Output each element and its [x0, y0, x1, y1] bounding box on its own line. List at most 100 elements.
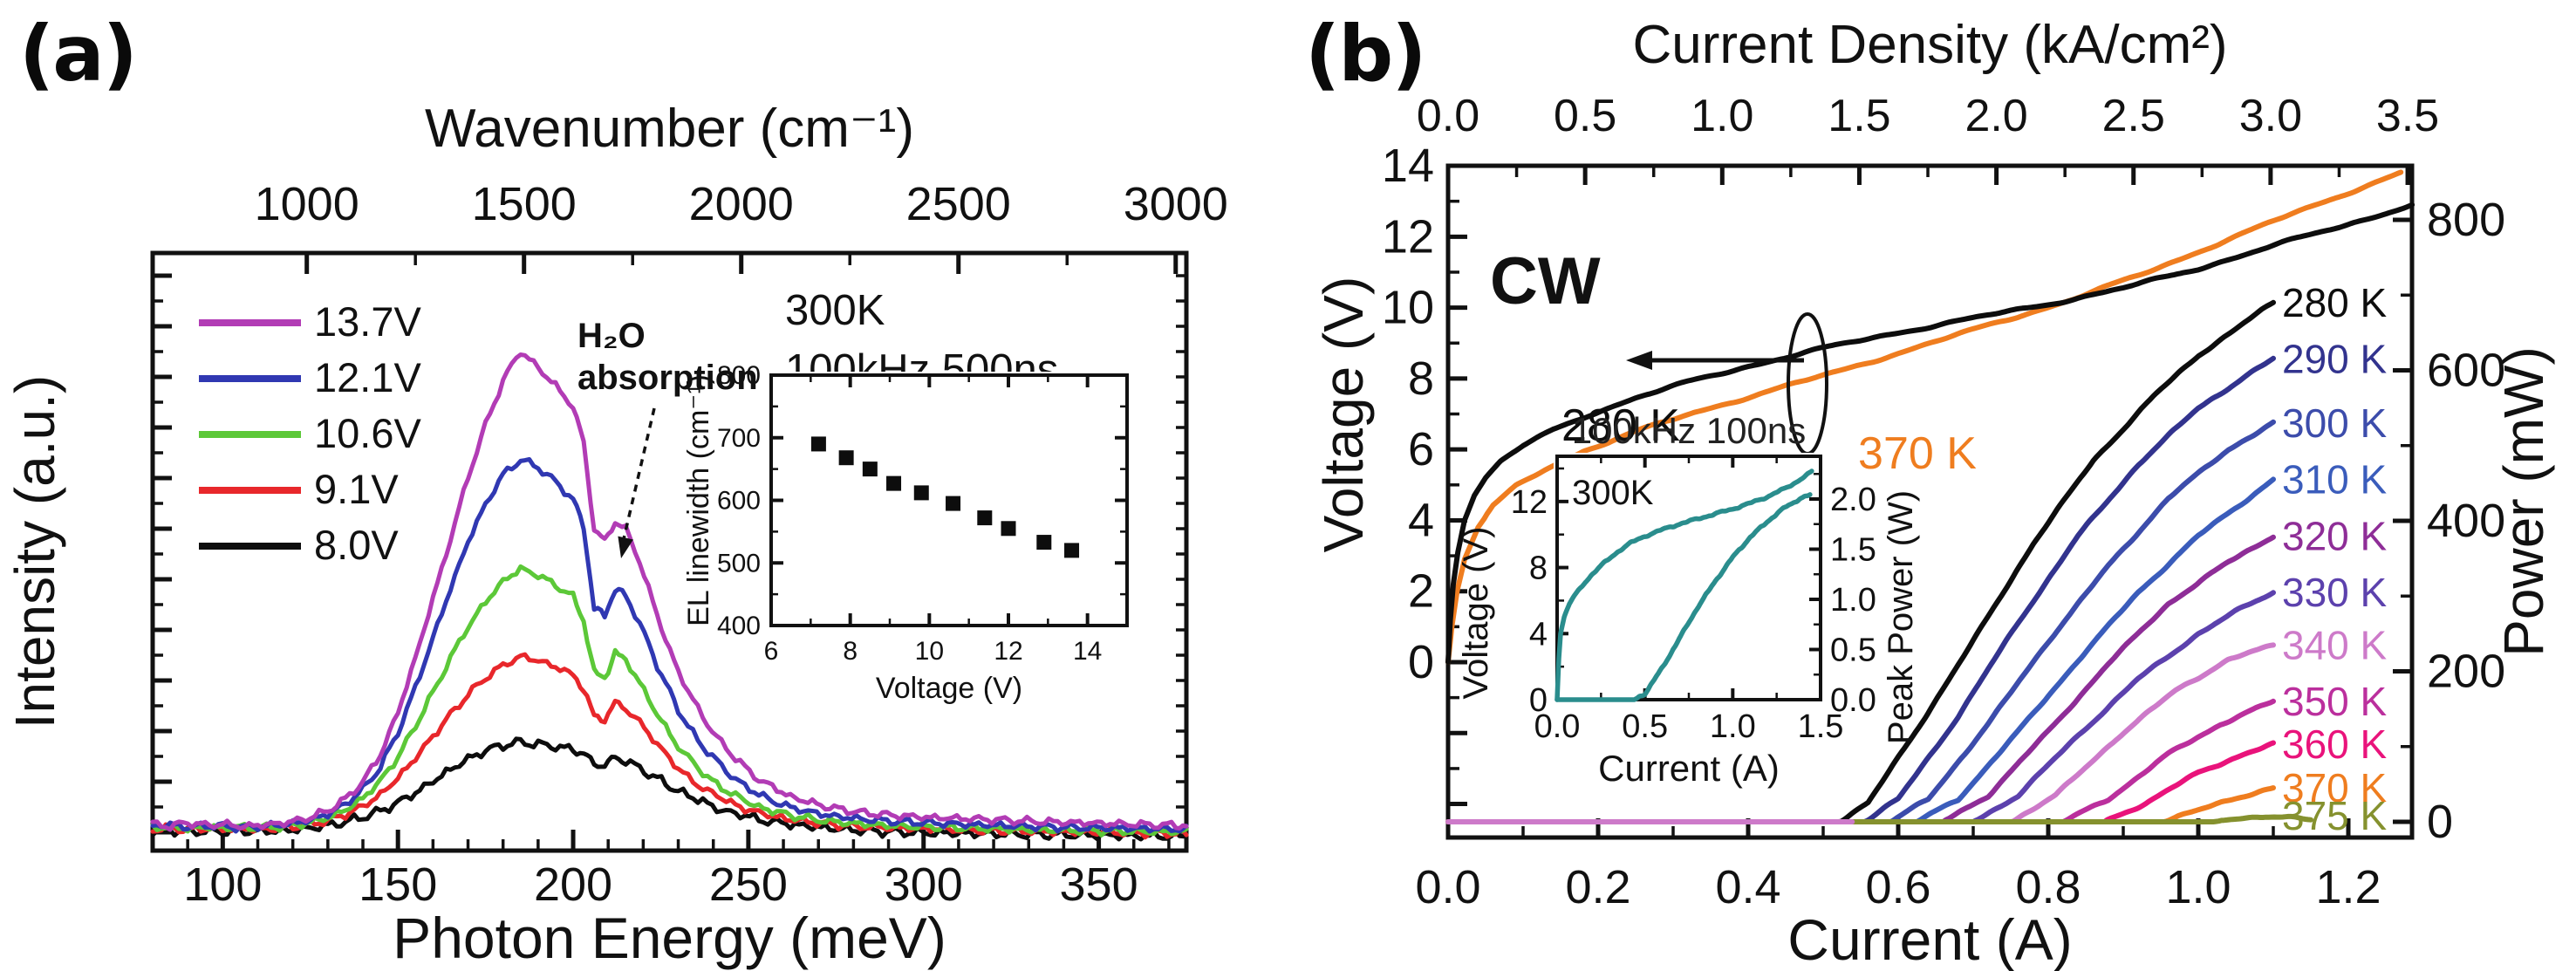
b-mode-label: CW — [1490, 244, 1601, 318]
a-inset-data-point — [838, 450, 854, 466]
a-x-tick-label: 350 — [1060, 858, 1138, 911]
b-temp-label-310K: 310 K — [2282, 457, 2388, 503]
a-spectrum-curve-12.1V — [150, 457, 1189, 834]
b-power-axis-title: Power (mW) — [2492, 346, 2555, 657]
a-inset-data-point — [977, 510, 993, 526]
a-inset-data-point — [1036, 535, 1052, 550]
b-annotations: CW 280 K 370 K — [1490, 244, 1977, 479]
b-inset-voltage-tick-label: 4 — [1529, 616, 1548, 653]
b-x-tick-label: 0.4 — [1715, 861, 1780, 913]
arrowhead — [1626, 351, 1652, 370]
b-inset-x-title: Current (A) — [1598, 748, 1780, 789]
a-inset-data-point — [1064, 543, 1080, 558]
b-voltage-tick-label: 2 — [1408, 565, 1434, 618]
a-conditions-temp: 300K — [785, 287, 885, 334]
a-inset-y-tick-label: 400 — [717, 612, 761, 640]
b-temp-label-280K: 280 K — [2282, 280, 2388, 325]
a-inset-data-point — [913, 485, 929, 501]
a-spectrum-curve-13.7V — [150, 352, 1189, 832]
a-legend-label: 10.6V — [314, 410, 421, 456]
a-y-axis: Intensity (a.u.) — [3, 273, 1186, 835]
b-x2-tick-label: 2.0 — [1964, 91, 2027, 141]
b-vi-curve-280K — [1445, 202, 2415, 665]
a-legend-label: 13.7V — [314, 298, 421, 345]
a-legend-label: 12.1V — [314, 354, 421, 400]
b-temperature-labels: 280 K 290 K 300 K 310 K 320 K 330 K 340 K 350 K… — [2282, 280, 2388, 838]
b-voltage-tick-label: 0 — [1408, 636, 1434, 688]
b-temp-label-370K: 370 K — [2282, 765, 2388, 810]
a-y-axis-title: Intensity (a.u.) — [3, 375, 66, 729]
a-x2-tick-label: 2500 — [906, 178, 1011, 230]
a-inset-data-point — [1001, 521, 1016, 537]
a-inset-data-point — [886, 475, 902, 491]
b-power-tick-label: 200 — [2427, 646, 2505, 698]
a-h2o-annotation: H₂O absorption — [577, 317, 758, 558]
b-x-tick-label: 1.2 — [2315, 861, 2381, 913]
a-legend: 13.7V 12.1V 10.6V 9.1V 8.0V — [199, 298, 421, 568]
a-x-tick-label: 250 — [709, 858, 788, 911]
b-vi-label-280K: 280 K — [1561, 400, 1680, 451]
a-inset-linewidth: 6 8 10 12 14 400 500 600 700 800 Voltage (V) EL lin… — [682, 361, 1131, 705]
b-inset-power-tick-label: 0.5 — [1830, 633, 1876, 669]
a-x2-tick-label: 1000 — [255, 178, 359, 230]
b-temp-label-320K: 320 K — [2282, 513, 2388, 558]
b-x2-axis-title: Current Density (kA/cm²) — [1632, 15, 2227, 75]
b-temp-label-350K: 350 K — [2282, 679, 2388, 724]
a-inset-x-tick-label: 12 — [994, 637, 1022, 666]
a-inset-y-tick-label: 600 — [717, 487, 761, 516]
a-inset-y-tick-label: 700 — [717, 424, 761, 453]
b-voltage-axis-title: Voltage (V) — [1312, 277, 1375, 553]
a-inset-y-title: EL linewidth (cm⁻¹) — [682, 374, 715, 626]
a-legend-label: 9.1V — [314, 466, 399, 512]
b-power-tick-label: 800 — [2427, 194, 2505, 246]
b-inset-power-title: Peak Power (W) — [1882, 490, 1920, 744]
a-plot-frame — [150, 250, 1189, 853]
b-voltage-tick-label: 8 — [1408, 352, 1434, 405]
b-x-tick-label: 0.2 — [1565, 861, 1630, 913]
b-y-axis-voltage: 0 2 4 6 8 10 12 14 Voltage (V) — [1312, 140, 1467, 807]
b-inset-title: 100kHz 100ns — [1572, 410, 1807, 451]
b-vi-label-370K: 370 K — [1858, 428, 1977, 479]
b-inset-x-tick-label: 1.0 — [1710, 708, 1756, 745]
b-inset-voltage-title: Voltage (V) — [1457, 527, 1495, 700]
b-x2-tick-label: 3.5 — [2376, 91, 2439, 141]
panel-a-label: (a) — [19, 9, 138, 99]
b-vi-curve-370K — [1445, 169, 2404, 665]
panel-b-liv-plot: 0.0 0.5 1.0 1.5 2.0 2.5 3.0 3.5 Current Density … — [1312, 15, 2555, 971]
a-x-tick-label: 150 — [359, 858, 437, 911]
b-temp-label-360K: 360 K — [2282, 721, 2388, 767]
a-x-tick-label: 200 — [534, 858, 612, 911]
a-inset-x-tick-label: 8 — [843, 637, 858, 666]
b-voltage-tick-label: 14 — [1382, 140, 1434, 192]
b-inset-pulsed: 0.0 0.5 1.0 1.5 0 4 8 12 0.0 0.5 1.0 1.5 2.0 Current … — [1457, 410, 1920, 789]
b-x2-tick-label: 3.0 — [2239, 91, 2302, 141]
arrowhead — [618, 536, 633, 558]
a-legend-label: 8.0V — [314, 522, 399, 568]
b-temp-label-340K: 340 K — [2282, 622, 2388, 667]
a-inset-data-point — [862, 462, 878, 477]
b-power-tick-label: 400 — [2427, 495, 2505, 547]
b-axes: 0.0 0.5 1.0 1.5 2.0 2.5 3.0 3.5 Current Density … — [1312, 15, 2555, 971]
b-temp-label-330K: 330 K — [2282, 570, 2388, 615]
b-voltage-tick-label: 12 — [1382, 210, 1434, 263]
a-x2-axis-title: Wavenumber (cm⁻¹) — [425, 99, 914, 159]
a-inset-data-point — [810, 436, 826, 452]
b-inset-power-tick-label: 2.0 — [1830, 482, 1876, 518]
b-voltage-tick-label: 10 — [1382, 282, 1434, 334]
b-inset-power-tick-label: 1.5 — [1830, 532, 1876, 569]
b-x2-tick-label: 0.5 — [1554, 91, 1616, 141]
b-x-tick-label: 0.8 — [2015, 861, 2081, 913]
a-x2-tick-label: 3000 — [1124, 178, 1228, 230]
a-h2o-label: H₂O — [577, 317, 646, 355]
a-spectra-curves — [150, 352, 1189, 842]
b-li-curves — [1445, 299, 2313, 824]
b-voltage-tick-label: 4 — [1408, 494, 1434, 546]
a-inset-x-tick-label: 6 — [764, 637, 779, 666]
b-y-axis-power: 0 200 400 600 800 Power (mW) — [2393, 194, 2555, 848]
b-x-axis-bottom: 0.0 0.2 0.4 0.6 0.8 1.0 1.2 Current (A) — [1415, 818, 2381, 971]
panel-b-label: (b) — [1305, 9, 1426, 99]
a-x-tick-label: 300 — [885, 858, 963, 911]
b-x2-tick-label: 1.5 — [1828, 91, 1890, 141]
